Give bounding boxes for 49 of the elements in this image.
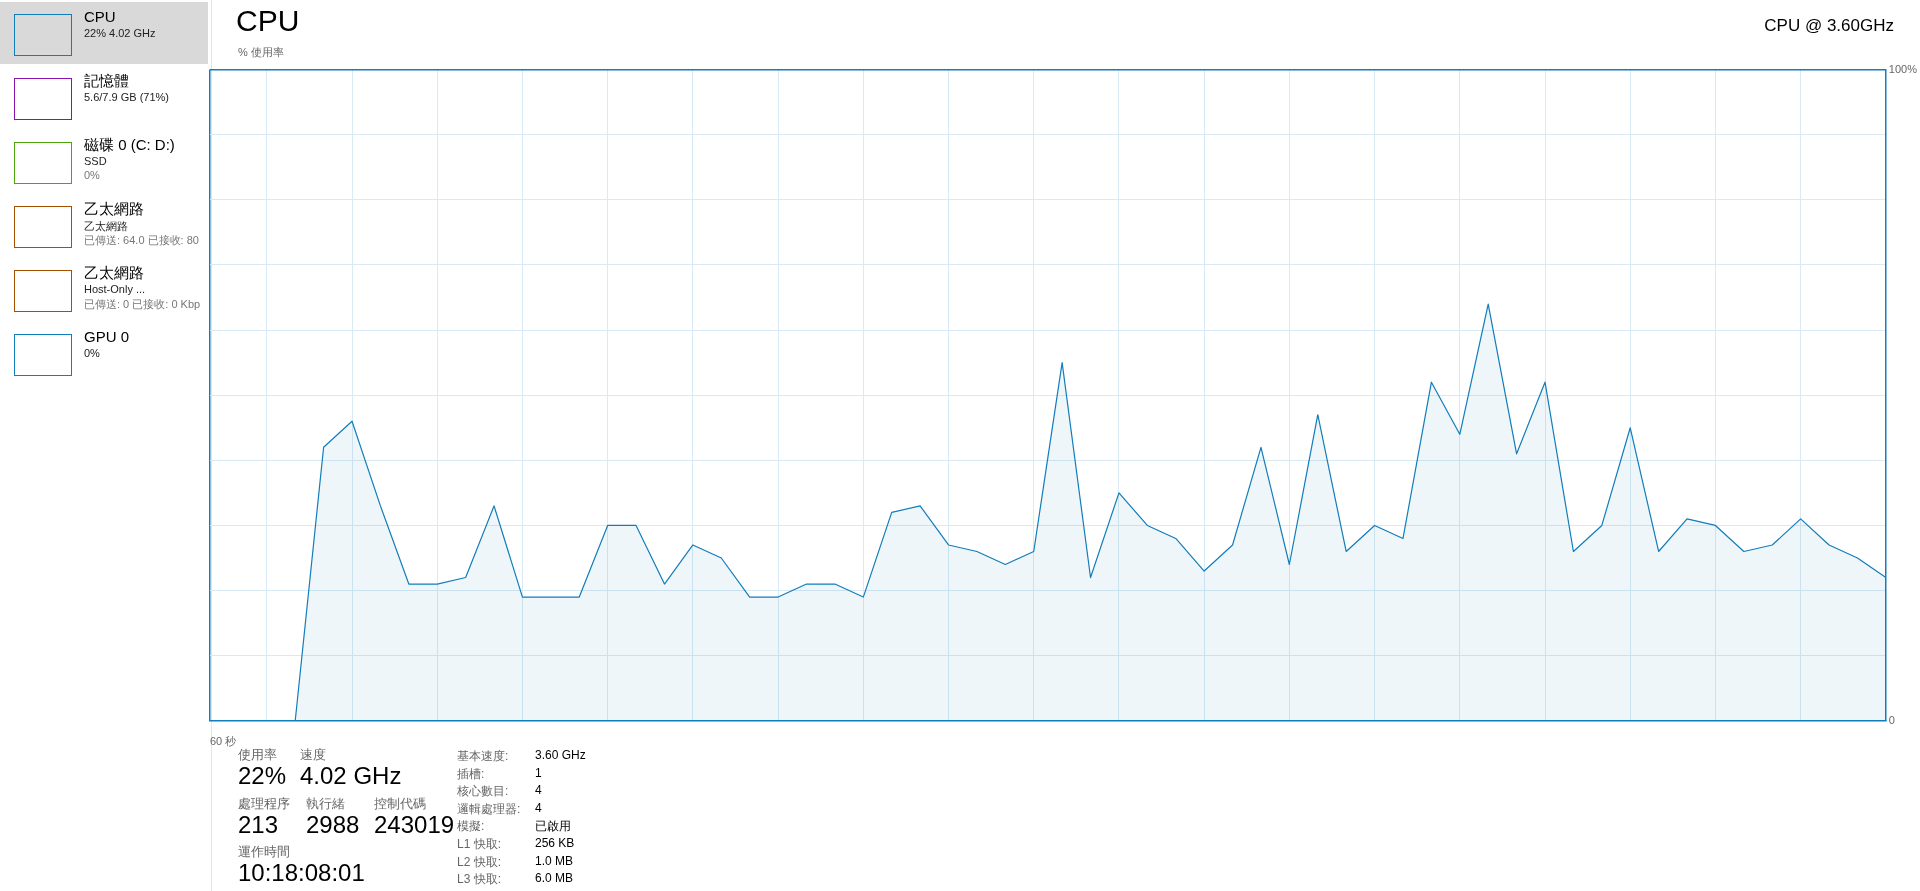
text: 1.0 MB [535, 853, 574, 868]
text: SSD [84, 155, 107, 167]
text: 60 秒 [210, 734, 237, 749]
y-tick-label: 100% [1888, 62, 1918, 75]
text: 模擬: [457, 818, 485, 836]
text: 2988 [306, 811, 360, 839]
text: 控制代碼 [374, 795, 426, 813]
text: L3 快取: [457, 871, 502, 889]
text: 使用率 [238, 746, 277, 764]
text: 3.60 GHz [535, 748, 586, 762]
chart-subtitle: CPU @ 3.60GHz [1764, 16, 1894, 36]
text: 213 [238, 811, 279, 839]
text: 22% 4.02 GHz [84, 27, 156, 39]
text: 磁碟 0 (C: D:) [84, 136, 175, 155]
text: 執行緒 [306, 795, 345, 813]
text: 243019 [374, 811, 455, 839]
text: 4 [535, 783, 542, 798]
text: Host-Only ... [84, 283, 146, 295]
text: 處理程序 [238, 795, 290, 813]
text: L1 快取: [457, 836, 502, 853]
text: 5.6/7.9 GB (71%) [84, 91, 169, 103]
text: 速度 [300, 746, 326, 764]
text: 已啟用 [535, 818, 571, 836]
text: 核心數目: [457, 783, 509, 801]
text: L2 快取: [457, 853, 502, 871]
text: 邏輯處理器: [457, 800, 521, 818]
text: 乙太網路 [84, 200, 144, 219]
text: 插槽: [457, 765, 485, 783]
chart-title: CPU [236, 4, 300, 38]
text: 4.02 GHz [300, 762, 402, 790]
text: 4 [535, 800, 542, 815]
text: CPU [84, 8, 116, 25]
y-tick-label: 0 [1888, 713, 1895, 726]
text: 10:18:08:01 [238, 859, 365, 887]
text: 1 [535, 765, 542, 780]
text: 基本速度: [457, 748, 509, 765]
text: 0% [84, 169, 100, 181]
text: 記憶體 [84, 72, 129, 91]
y-axis-title: % 使用率 [238, 45, 284, 60]
text: 256 KB [535, 836, 575, 850]
text: 乙太網路 [84, 219, 128, 234]
text: 22% [238, 762, 287, 790]
text: 已傳送: 0 已接收: 0 Kbp [84, 297, 201, 312]
text: 運作時間 [238, 843, 290, 861]
text: 6.0 MB [535, 871, 574, 886]
text: GPU 0 [84, 328, 130, 345]
text: 0% [84, 347, 100, 359]
text: 乙太網路 [84, 264, 144, 283]
text: 已傳送: 64.0 已接收: 80 [84, 233, 199, 248]
